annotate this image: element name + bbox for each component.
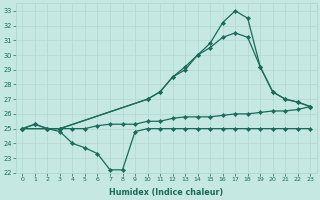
X-axis label: Humidex (Indice chaleur): Humidex (Indice chaleur) [109, 188, 223, 197]
